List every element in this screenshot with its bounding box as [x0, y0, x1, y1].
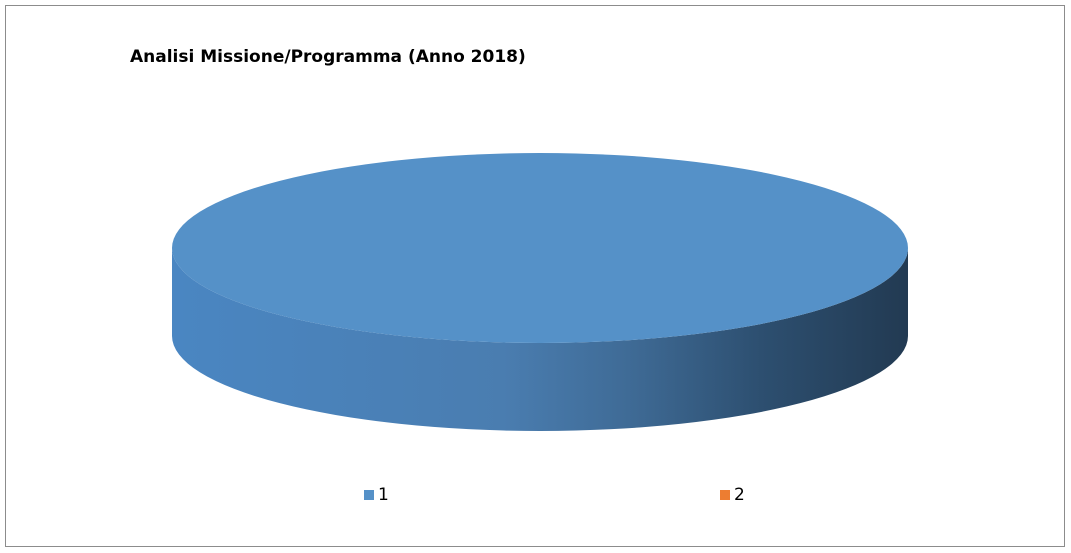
- pie-slice-1: [172, 153, 908, 343]
- legend-swatch-2: [720, 490, 730, 500]
- legend-label-2: 2: [734, 485, 745, 505]
- legend-item-1: 1: [364, 485, 389, 505]
- pie-side-wall: [172, 248, 908, 431]
- legend-item-2: 2: [720, 485, 745, 505]
- legend: 1 2: [0, 485, 1071, 509]
- legend-label-1: 1: [378, 485, 389, 505]
- pie-slices-group: [172, 153, 908, 431]
- legend-swatch-1: [364, 490, 374, 500]
- chart-title: Analisi Missione/Programma (Anno 2018): [130, 47, 526, 67]
